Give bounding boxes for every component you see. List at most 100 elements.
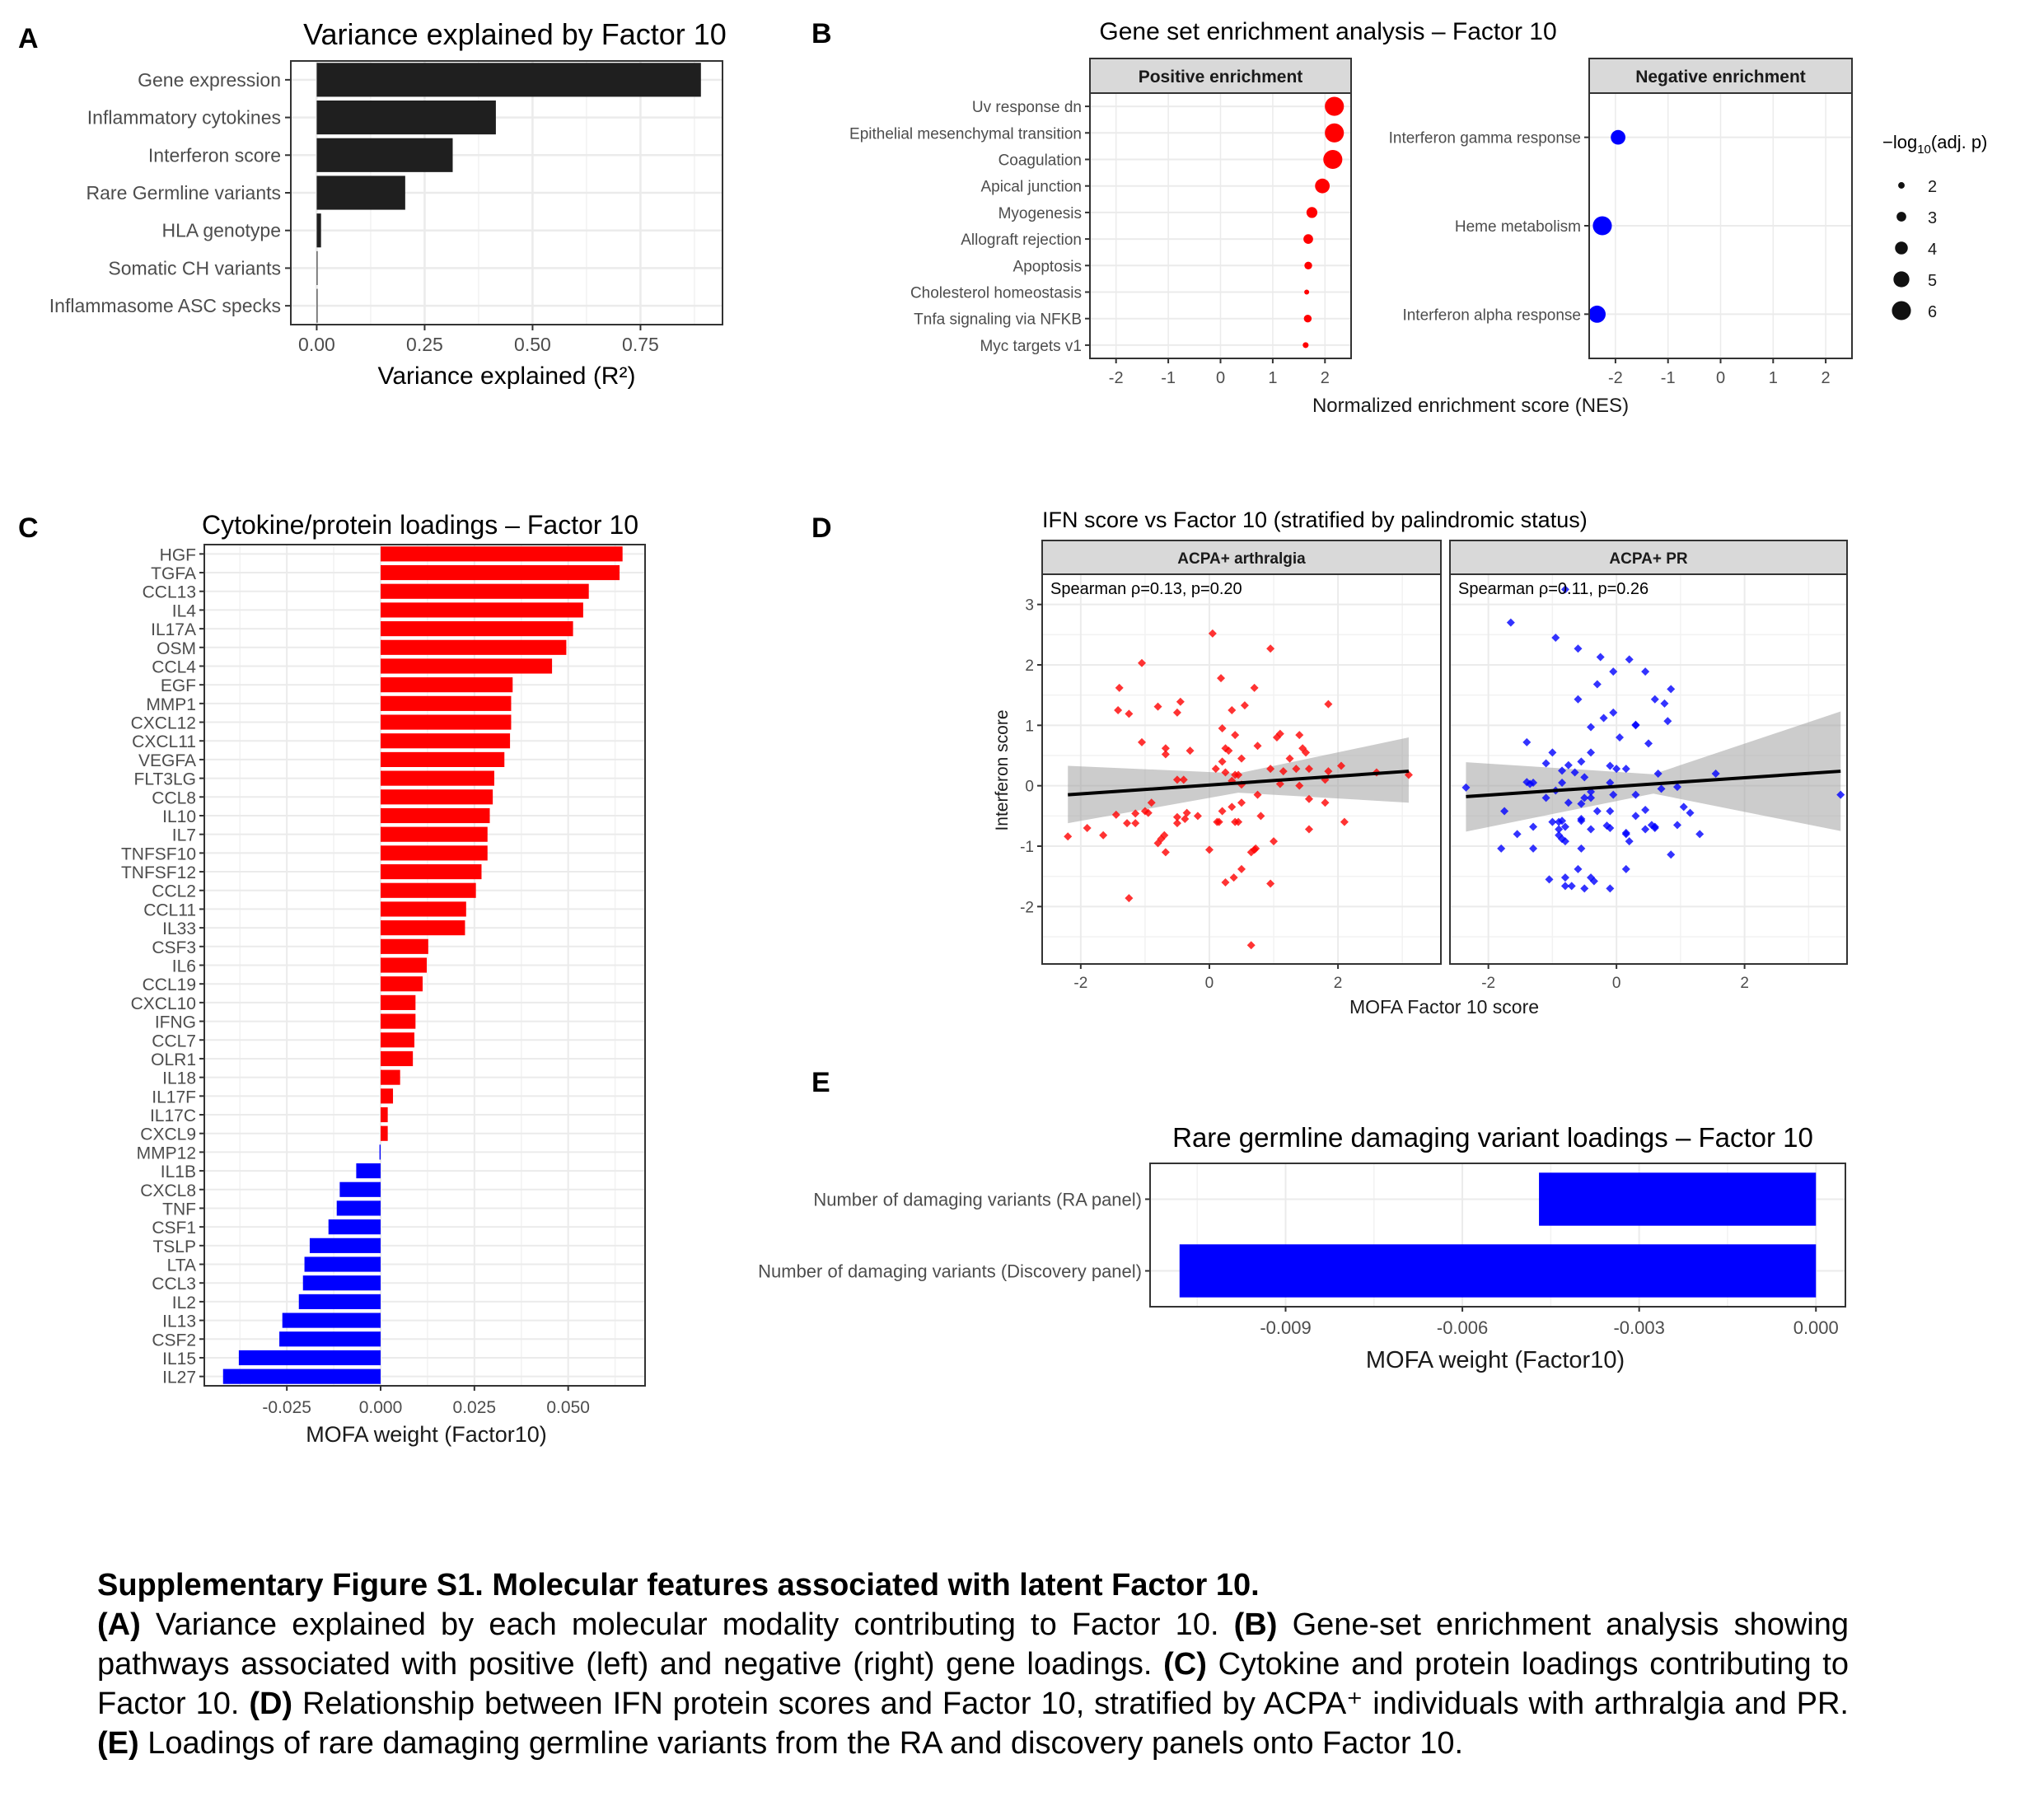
data-point <box>1161 750 1170 759</box>
data-point <box>1551 634 1560 642</box>
tick-label: 0.000 <box>359 1398 403 1417</box>
data-point <box>1588 305 1606 323</box>
bar <box>316 63 701 97</box>
chart-title: Variance explained by Factor 10 <box>303 17 727 51</box>
data-point <box>1609 708 1618 717</box>
data-point <box>1340 817 1349 826</box>
data-point <box>1587 793 1596 802</box>
data-point <box>1574 864 1583 873</box>
data-point <box>1500 807 1509 816</box>
category-label: HLA genotype <box>161 220 281 241</box>
data-point <box>1567 882 1576 891</box>
tick-label: 0.025 <box>453 1398 497 1417</box>
category-label: IL27 <box>162 1369 196 1387</box>
category-label: IL17F <box>152 1088 196 1107</box>
data-point <box>1609 667 1618 676</box>
bar <box>339 1181 381 1197</box>
data-point <box>1616 733 1625 742</box>
chart-title: Cytokine/protein loadings – Factor 10 <box>202 510 638 540</box>
tick-label: -2 <box>1109 369 1124 387</box>
bar <box>238 1350 381 1366</box>
tick-label: -2 <box>1073 975 1087 992</box>
data-point <box>1114 706 1123 714</box>
data-point <box>1302 748 1311 757</box>
data-point <box>1621 830 1630 839</box>
data-point <box>1663 717 1672 726</box>
data-point <box>1589 877 1598 886</box>
data-point <box>1686 808 1695 817</box>
category-label: VEGFA <box>138 751 196 770</box>
data-point <box>1256 812 1265 821</box>
data-point <box>1555 825 1564 834</box>
data-point <box>1667 850 1676 859</box>
data-point <box>1606 779 1615 787</box>
category-label: TNFSF12 <box>121 863 196 882</box>
bar <box>336 1200 381 1216</box>
category-label: CCL11 <box>143 901 196 919</box>
data-point <box>1160 830 1169 840</box>
tick-label: -0.003 <box>1613 1317 1664 1338</box>
bar <box>316 250 318 285</box>
chart-title: Gene set enrichment analysis – Factor 10 <box>1099 18 1556 45</box>
tick-label: 0 <box>1612 975 1621 992</box>
facet-strip <box>1588 58 1853 94</box>
bar <box>381 789 493 805</box>
correlation-annotation: Spearman ρ=0.11, p=0.26 <box>1458 580 1649 598</box>
data-point <box>1237 798 1246 807</box>
plot-border <box>1149 1163 1846 1308</box>
data-point <box>1323 149 1343 170</box>
data-point <box>1577 844 1586 853</box>
data-point <box>1560 822 1569 831</box>
data-point <box>1325 123 1345 143</box>
tick-label: 0 <box>1205 975 1214 992</box>
tick-label: 1 <box>1025 718 1034 735</box>
data-point <box>1231 731 1240 740</box>
category-label: CXCL10 <box>131 994 196 1013</box>
data-point <box>1211 765 1220 774</box>
category-label: IL4 <box>172 601 197 620</box>
category-label: Coagulation <box>998 152 1082 170</box>
category-label: Rare Germline variants <box>87 182 281 204</box>
data-point <box>1204 845 1214 854</box>
category-label: CCL13 <box>143 583 196 602</box>
category-label: CCL8 <box>152 788 196 807</box>
bar <box>279 1331 381 1347</box>
bar <box>381 1088 394 1104</box>
data-point <box>1522 737 1532 746</box>
data-point <box>1558 766 1567 775</box>
data-point <box>1587 748 1596 757</box>
category-label: Interferon gamma response <box>1389 130 1581 147</box>
data-point <box>1304 289 1310 295</box>
bar <box>381 639 567 655</box>
bar <box>298 1294 381 1309</box>
legend-label: 2 <box>1928 178 1937 196</box>
legend-key <box>1893 271 1910 288</box>
data-point <box>1186 746 1195 756</box>
bar <box>381 714 512 730</box>
category-label: CCL4 <box>152 657 196 676</box>
data-point <box>1541 793 1550 802</box>
data-point <box>1131 819 1140 828</box>
bar <box>381 546 623 562</box>
category-label: Heme metabolism <box>1455 218 1581 236</box>
bar <box>381 807 490 824</box>
data-point <box>1592 216 1612 236</box>
legend-title-suffix: (adj. p) <box>1931 132 1987 152</box>
data-point <box>1229 873 1238 882</box>
data-point <box>1679 802 1688 812</box>
category-label: IL1B <box>161 1163 196 1181</box>
category-label: HGF <box>160 545 196 564</box>
data-point <box>1176 697 1185 706</box>
data-point <box>1592 807 1602 816</box>
data-point <box>1270 837 1279 846</box>
category-label: Cholesterol homeostasis <box>910 285 1082 302</box>
x-axis-label: MOFA Factor 10 score <box>1349 996 1539 1018</box>
data-point <box>1295 731 1304 740</box>
data-point <box>1064 832 1073 841</box>
category-label: Number of damaging variants (RA panel) <box>813 1190 1142 1210</box>
bar <box>381 938 428 954</box>
data-point <box>1324 767 1333 776</box>
category-label: TNFSF10 <box>121 844 196 863</box>
bar <box>381 863 482 880</box>
data-point <box>1218 757 1227 766</box>
